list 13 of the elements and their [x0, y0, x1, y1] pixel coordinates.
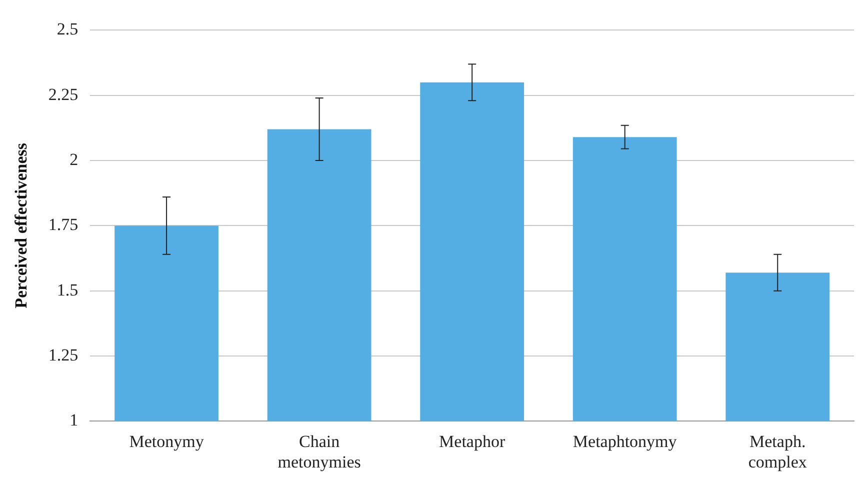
x-tick-label: Metonymy — [129, 432, 204, 451]
y-axis-title: Perceived effectiveness — [12, 142, 31, 308]
x-tick-label: Metaphor — [439, 432, 506, 451]
y-tick-label: 1.75 — [48, 215, 78, 234]
x-tick-label: Chain metonymies — [278, 432, 361, 472]
y-tick-label: 1.5 — [56, 280, 78, 300]
x-tick-label: Metaph. complex — [748, 432, 808, 472]
y-tick-label: 1.25 — [48, 346, 78, 364]
x-tick-label: Metaphtonymy — [572, 432, 678, 451]
y-tick-label: 2 — [70, 150, 78, 169]
y-tick-label: 2.5 — [56, 20, 78, 39]
y-tick-label: 2.25 — [48, 84, 78, 104]
y-tick-label: 1 — [70, 410, 78, 430]
